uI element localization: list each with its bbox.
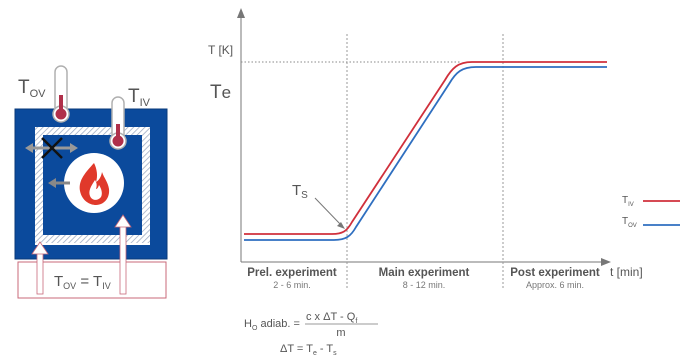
svg-text:TS: TS — [292, 182, 308, 201]
phase-prel-name: Prel. experiment — [247, 267, 337, 279]
svg-text:TOV: TOV — [622, 216, 637, 229]
phase-post-duration: Approx. 6 min. — [526, 280, 584, 290]
te-label: T — [210, 82, 222, 103]
thermometer-ov-icon — [52, 65, 70, 123]
t-iv-label: T — [128, 86, 140, 107]
sensor-arrow-left — [31, 241, 49, 295]
formula-delta-t: ΔT = T — [280, 343, 313, 355]
svg-text:HO adiab. =: HO adiab. = — [244, 318, 300, 332]
eq-t-ov: T — [54, 273, 63, 290]
svg-text:c x ΔT - Qf: c x ΔT - Qf — [306, 311, 357, 325]
ts-pointer — [314, 197, 343, 227]
vessel-gap — [35, 243, 150, 245]
te-sub: e — [222, 83, 231, 102]
eq-t-iv: T — [93, 273, 102, 290]
t-ov-label: T — [18, 77, 30, 98]
flame-icon — [79, 163, 110, 205]
phase-post-name: Post experiment — [510, 267, 600, 279]
sensor-arrow-right — [114, 214, 132, 295]
formula-numerator: c x ΔT - Q — [306, 311, 356, 323]
thermometer-iv-icon — [109, 96, 127, 150]
legend-iv-label: T — [622, 195, 628, 206]
svg-text:TIV: TIV — [128, 86, 151, 109]
ts-label: T — [292, 182, 301, 199]
formula: HO adiab. = c x ΔT - Qf m ΔT = Te - Ts — [244, 311, 378, 357]
svg-text:ΔT = Te - Ts: ΔT = Te - Ts — [280, 343, 337, 357]
phase-prel-duration: 2 - 6 min. — [273, 280, 311, 290]
svg-text:TOV = TIV: TOV = TIV — [54, 273, 111, 291]
formula-h: H — [244, 318, 252, 330]
phase-main-duration: 8 - 12 min. — [403, 280, 446, 290]
legend: TIV TOV — [622, 195, 680, 229]
ts-sub: S — [301, 190, 308, 201]
y-axis-label: T [K] — [208, 43, 233, 57]
x-axis-label: t [min] — [610, 265, 643, 279]
series-ov-line — [244, 66, 607, 241]
formula-denominator: m — [336, 327, 345, 339]
calorimeter-apparatus: TOV TIV TOV = TIV — [14, 65, 168, 299]
blocked-heat-exchange-icon — [25, 137, 78, 159]
svg-text:Te: Te — [210, 82, 231, 103]
t-ov-sub: OV — [30, 88, 47, 100]
svg-text:TIV: TIV — [622, 195, 634, 208]
series-iv-line — [244, 61, 607, 235]
legend-ov-label: T — [622, 216, 628, 227]
svg-text:TOV: TOV — [18, 77, 46, 100]
temperature-chart: T [K] Te TS t [min] Prel. experiment 2 -… — [208, 8, 680, 290]
t-iv-sub: IV — [140, 97, 151, 109]
phase-main-name: Main experiment — [379, 267, 470, 279]
